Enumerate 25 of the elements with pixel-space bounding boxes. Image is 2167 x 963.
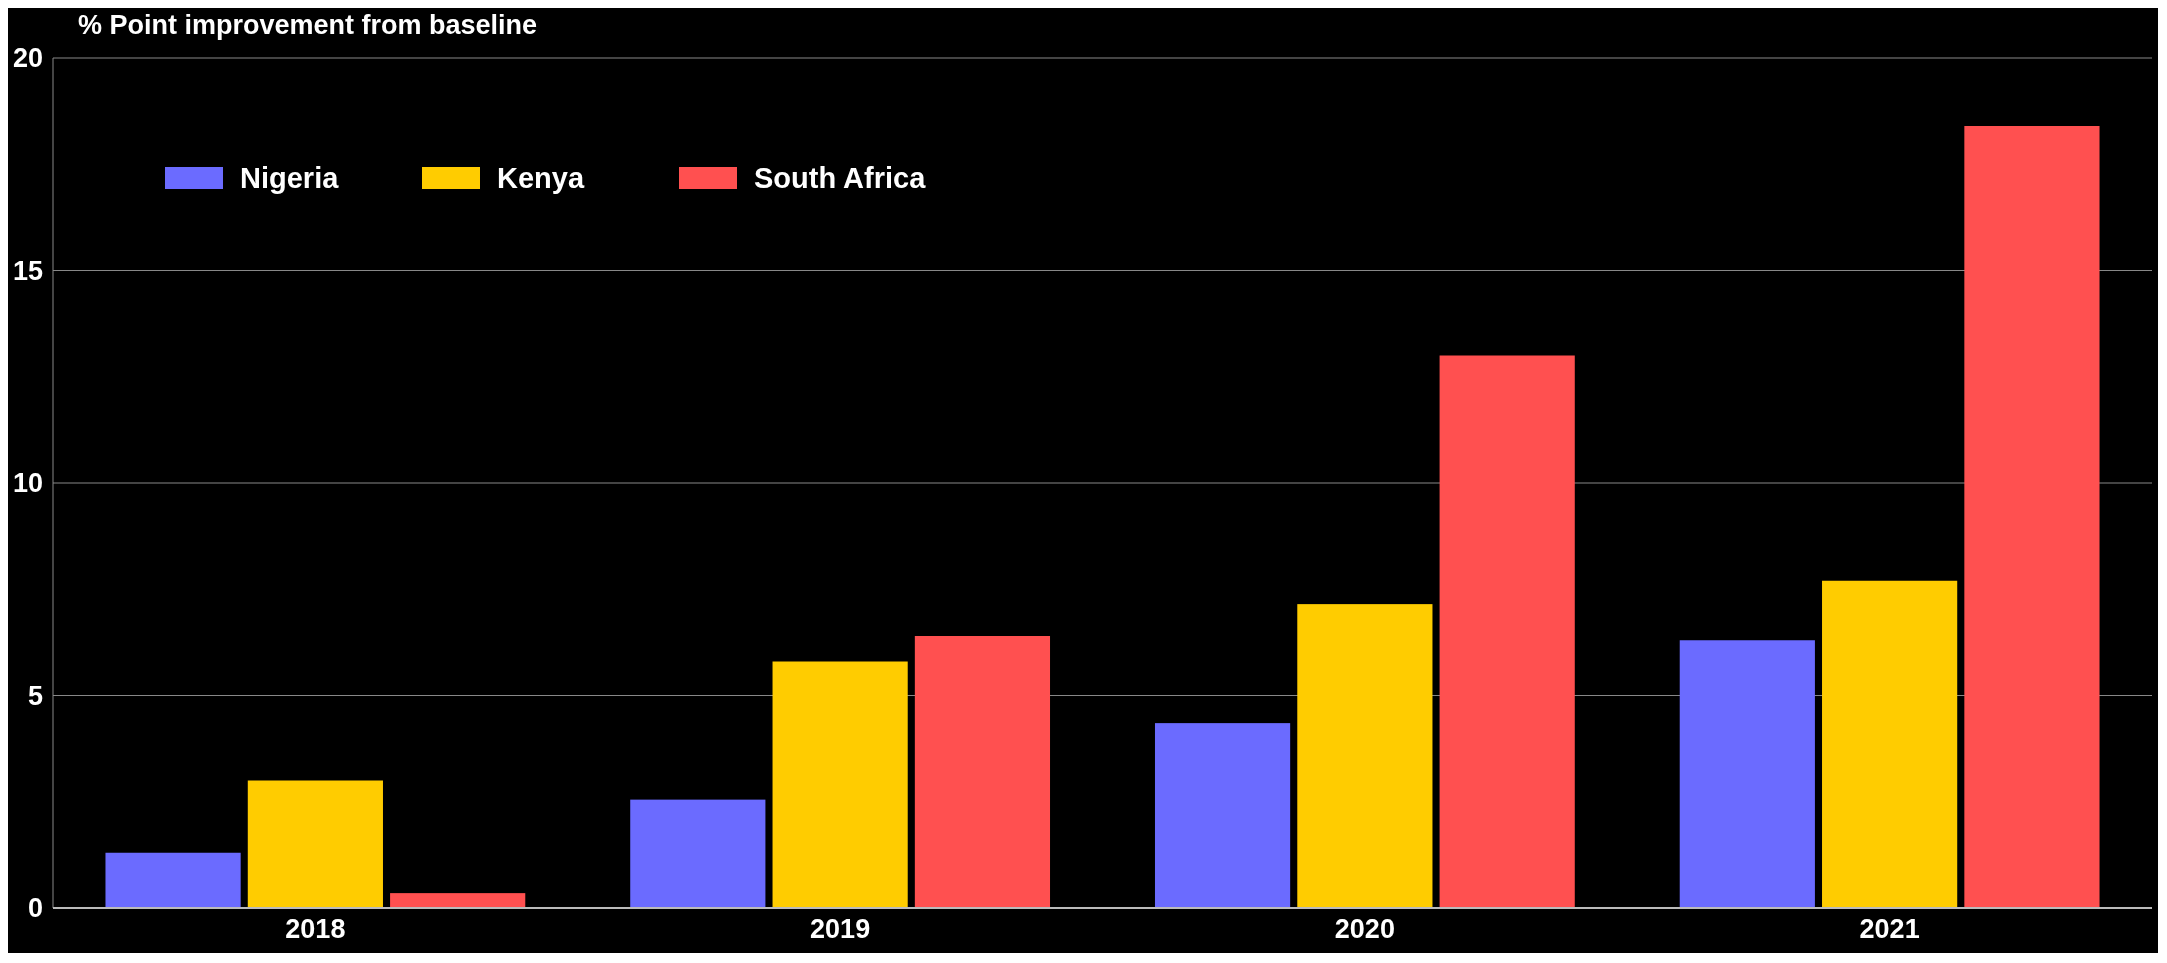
bar — [914, 636, 1051, 908]
bar — [772, 661, 908, 908]
bar — [390, 893, 526, 908]
y-tick-label: 15 — [12, 255, 43, 286]
bar — [1297, 604, 1433, 908]
bar — [1822, 580, 1958, 908]
y-tick-label: 10 — [12, 468, 43, 498]
bar — [630, 799, 766, 908]
y-tick-label: 20 — [12, 43, 43, 73]
bar — [1154, 723, 1291, 908]
bar — [247, 780, 383, 908]
bar — [1679, 640, 1815, 908]
x-tick-label: 2019 — [810, 914, 871, 944]
x-tick-label: 2020 — [1334, 914, 1395, 944]
legend-label: Kenya — [497, 162, 585, 194]
y-tick-label: 0 — [27, 893, 43, 923]
bar — [1439, 355, 1575, 908]
legend-label: Nigeria — [240, 162, 340, 194]
bar — [1964, 126, 2100, 908]
y-tick-label: 5 — [27, 680, 43, 711]
y-axis-title: % Point improvement from baseline — [78, 10, 538, 40]
legend-label: South Africa — [754, 162, 927, 194]
bar — [105, 852, 241, 908]
x-tick-label: 2018 — [285, 914, 346, 944]
x-tick-label: 2021 — [1859, 914, 1920, 944]
